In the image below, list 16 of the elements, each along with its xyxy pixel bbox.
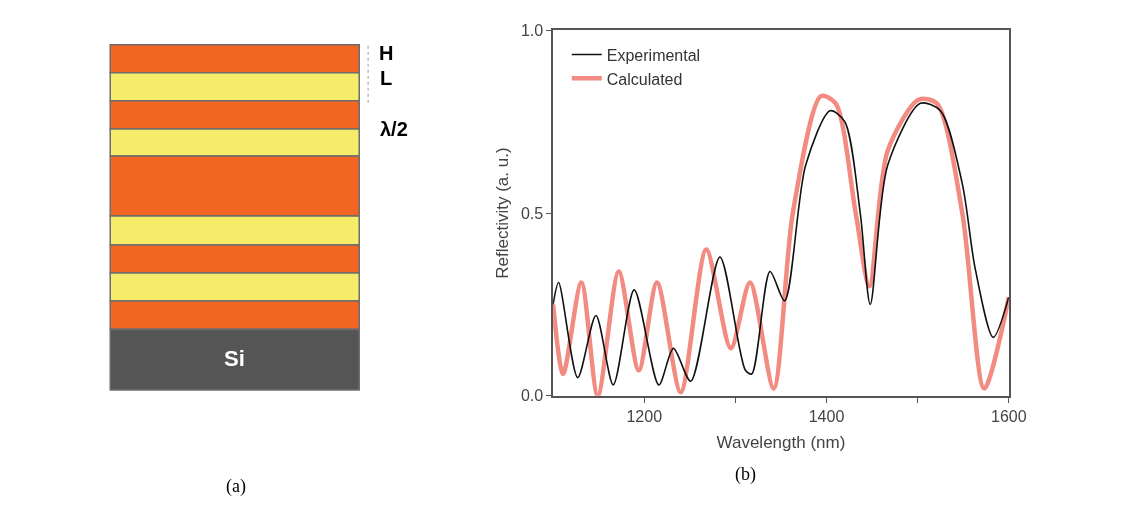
text: L bbox=[380, 67, 393, 89]
y-tick-label: 0.0 bbox=[520, 387, 544, 405]
text: Si bbox=[224, 346, 245, 371]
text: H bbox=[379, 42, 394, 64]
x-axis-title: Wavelength (nm) bbox=[716, 432, 846, 452]
legend-label: Experimental bbox=[606, 46, 701, 64]
text: (a) bbox=[226, 476, 246, 497]
y-axis-title: Reflectivity (a. u.) bbox=[492, 147, 512, 279]
x-tick-label: 1400 bbox=[808, 407, 845, 425]
y-tick-label: 1.0 bbox=[520, 21, 544, 39]
x-tick-label: 1600 bbox=[990, 407, 1027, 425]
legend-label: Calculated bbox=[606, 70, 683, 88]
text: λ/2 bbox=[380, 118, 408, 140]
text: (b) bbox=[735, 464, 756, 485]
y-tick-label: 0.5 bbox=[520, 204, 544, 222]
x-tick-label: 1200 bbox=[626, 407, 663, 425]
